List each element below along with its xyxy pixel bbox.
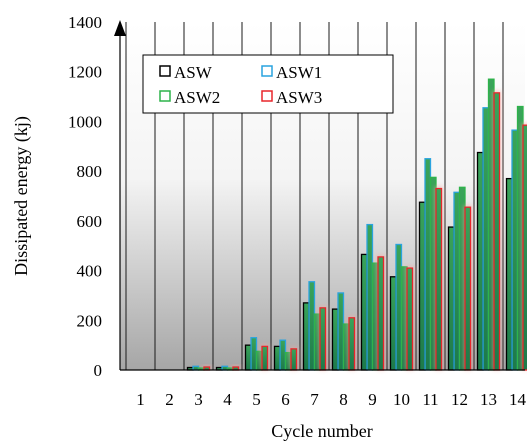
- y-tick-label-1000: 1000: [68, 112, 102, 131]
- bar-ASW-11: [418, 201, 426, 371]
- bar-ASW-10: [389, 276, 397, 371]
- bar-ASW1-6: [279, 339, 287, 371]
- x-tick-label-1: 1: [136, 390, 145, 409]
- bar-ASW1-11: [424, 158, 432, 371]
- bar-ASW1-5: [250, 337, 258, 371]
- bar-ASW1-12: [453, 191, 461, 371]
- bar-ASW3-11: [435, 187, 443, 371]
- legend-label-ASW: ASW: [174, 63, 213, 82]
- bar-ASW-5: [244, 344, 252, 371]
- bar-ASW3-8: [348, 317, 356, 371]
- bar-ASW3-6: [290, 348, 298, 371]
- y-tick-label-1200: 1200: [68, 63, 102, 82]
- bar-ASW3-10: [406, 267, 414, 371]
- y-tick-label-800: 800: [77, 162, 103, 181]
- bar-ASW-14: [505, 177, 513, 371]
- axes: [114, 20, 525, 371]
- bar-ASW-9: [360, 253, 368, 371]
- bar-ASW3-5: [261, 345, 269, 371]
- x-tick-label-9: 9: [368, 390, 377, 409]
- y-tick-label-1400: 1400: [68, 13, 102, 32]
- x-tick-label-12: 12: [451, 390, 468, 409]
- bar-ASW3-9: [377, 256, 385, 371]
- bar-ASW1-7: [308, 281, 316, 371]
- x-axis-title: Cycle number: [271, 421, 372, 441]
- x-tick-label-6: 6: [281, 390, 290, 409]
- legend-label-ASW3: ASW3: [276, 88, 322, 107]
- legend-box: [142, 54, 394, 114]
- legend-swatch-ASW: [159, 65, 171, 77]
- x-tick-label-4: 4: [223, 390, 232, 409]
- legend-swatch-ASW1: [261, 65, 273, 77]
- bar-ASW-7: [302, 302, 310, 371]
- x-tick-label-10: 10: [393, 390, 410, 409]
- y-tick-label-600: 600: [77, 212, 103, 231]
- y-tick-label-400: 400: [77, 262, 103, 281]
- x-tick-label-2: 2: [165, 390, 174, 409]
- bar-ASW1-13: [482, 107, 490, 371]
- x-tick-label-5: 5: [252, 390, 261, 409]
- x-tick-label-11: 11: [422, 390, 438, 409]
- legend: ASW ASW1 ASW2 ASW3: [142, 54, 394, 114]
- x-tick-labels: 1 2 3 4 5 6 7 8 9 10 11 12 13 14: [136, 390, 526, 409]
- y-axis-arrow: [114, 20, 126, 36]
- bar-ASW-8: [331, 308, 339, 371]
- y-tick-label-0: 0: [94, 361, 103, 380]
- legend-swatch-ASW2: [159, 90, 171, 102]
- bar-ASW3-7: [319, 307, 327, 371]
- x-tick-label-8: 8: [339, 390, 348, 409]
- bar-ASW1-8: [337, 292, 345, 371]
- bar-ASW1-9: [366, 223, 374, 371]
- x-tick-label-14: 14: [509, 390, 527, 409]
- x-tick-label-3: 3: [194, 390, 203, 409]
- bar-ASW-12: [447, 226, 455, 371]
- bar-ASW3-14: [522, 124, 527, 371]
- legend-label-ASW1: ASW1: [276, 63, 322, 82]
- bar-ASW3-12: [464, 206, 472, 371]
- bar-ASW1-10: [395, 243, 403, 371]
- legend-swatch-ASW3: [261, 90, 273, 102]
- y-axis-title: Dissipated energy (kj): [11, 116, 32, 276]
- bar-ASW-6: [273, 345, 281, 371]
- bar-ASW1-14: [511, 129, 519, 371]
- x-tick-label-7: 7: [310, 390, 319, 409]
- y-tick-label-200: 200: [77, 311, 103, 330]
- bar-ASW-13: [476, 151, 484, 371]
- legend-label-ASW2: ASW2: [174, 88, 220, 107]
- bar-ASW3-13: [493, 92, 501, 371]
- y-tick-labels: 0 200 400 600 800 1000 1200 1400: [68, 13, 102, 380]
- x-tick-label-13: 13: [480, 390, 497, 409]
